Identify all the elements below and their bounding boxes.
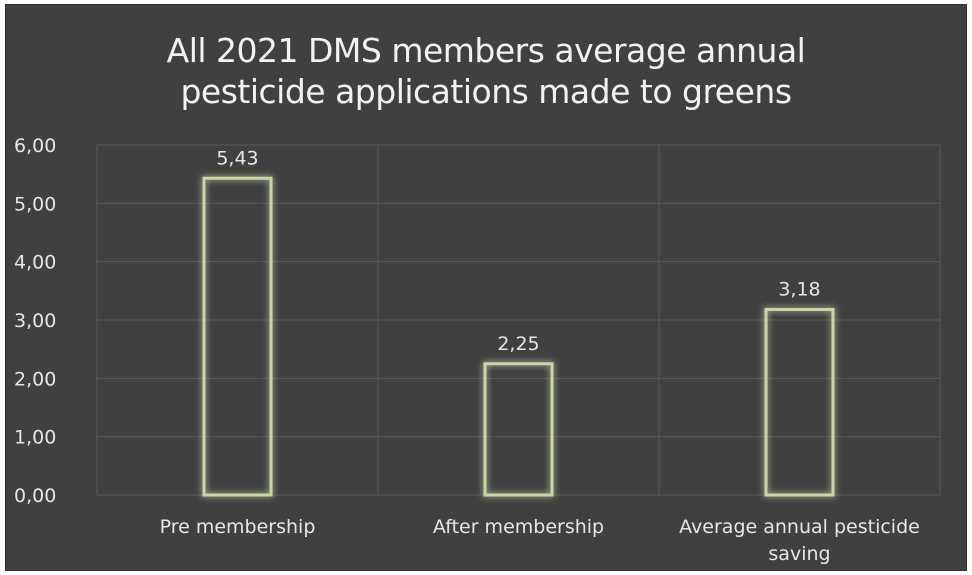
chart-title: All 2021 DMS members average annual pest…	[166, 31, 806, 111]
y-tick-label: 5,00	[14, 193, 56, 215]
y-tick-label: 2,00	[14, 368, 56, 390]
chart-area: All 2021 DMS members average annual pest…	[5, 4, 967, 571]
y-tick-label: 0,00	[14, 485, 56, 507]
data-label: 5,43	[216, 147, 258, 169]
y-tick-label: 4,00	[14, 252, 56, 274]
data-label: 3,18	[778, 279, 820, 301]
y-tick-label: 1,00	[14, 427, 56, 449]
category-label: Average annual pesticide saving	[679, 516, 920, 565]
y-tick-label: 6,00	[14, 135, 56, 157]
bar	[202, 176, 273, 497]
category-label: After membership	[433, 516, 604, 538]
category-label: Pre membership	[160, 516, 316, 538]
y-tick-label: 3,00	[14, 310, 56, 332]
chart-plot: 0,00 1,00 2,00 3,00 4,00 5,00 6,00 5,43 Pre memb…	[14, 135, 941, 565]
data-label: 2,25	[497, 333, 539, 355]
bar	[764, 308, 835, 497]
bar	[483, 362, 554, 497]
